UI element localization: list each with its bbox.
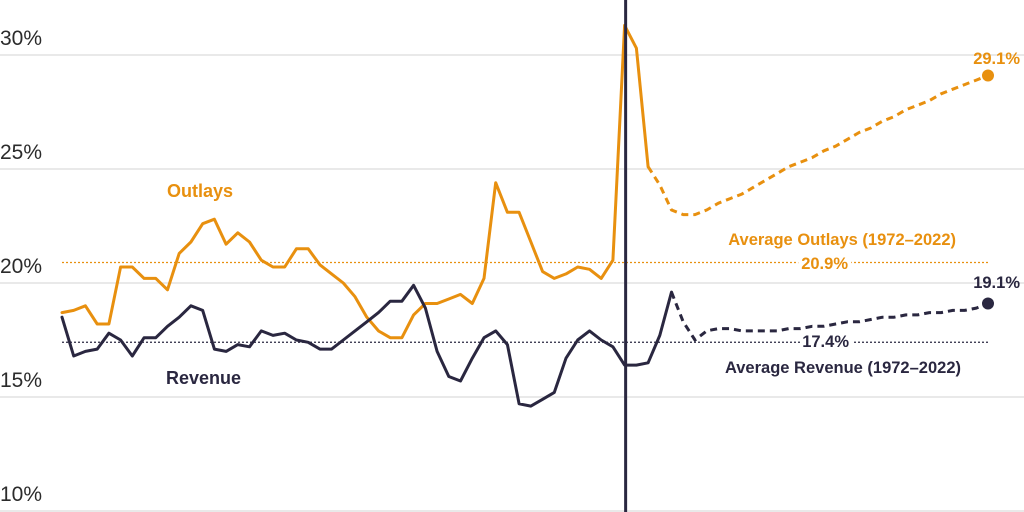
series-lines [60, 23, 989, 408]
average-lines [62, 261, 988, 343]
series-label-revenue: Revenue [166, 368, 241, 388]
average-outlays-label: Average Outlays (1972–2022) [728, 231, 956, 249]
end-marker-revenue [982, 297, 994, 310]
end-markers [982, 69, 994, 310]
series-line-outlays-projected [646, 74, 989, 217]
gridlines [0, 54, 1024, 512]
end-value-label-outlays: 29.1% [973, 50, 1020, 68]
end-value-label-revenue: 19.1% [973, 274, 1020, 292]
series-line-outlays-actual [60, 23, 650, 340]
series-line-revenue-projected [670, 291, 989, 342]
y-axis-tick-labels: 10% 15% 20% 25% 30% [0, 27, 42, 506]
y-tick-label: 10% [0, 483, 42, 506]
y-tick-label: 15% [0, 369, 42, 392]
average-revenue-label: Average Revenue (1972–2022) [725, 359, 961, 377]
series-line-revenue-actual [60, 283, 673, 408]
y-tick-label: 20% [0, 255, 42, 278]
y-tick-label: 25% [0, 141, 42, 164]
average-revenue-value-label: 17.4% [802, 333, 849, 351]
end-marker-outlays [982, 69, 994, 82]
average-outlays-value-label: 20.9% [801, 255, 848, 273]
y-tick-label: 30% [0, 27, 42, 50]
series-label-outlays: Outlays [167, 181, 233, 201]
annotations: Outlays Revenue Average Outlays (1972–20… [166, 50, 1020, 388]
